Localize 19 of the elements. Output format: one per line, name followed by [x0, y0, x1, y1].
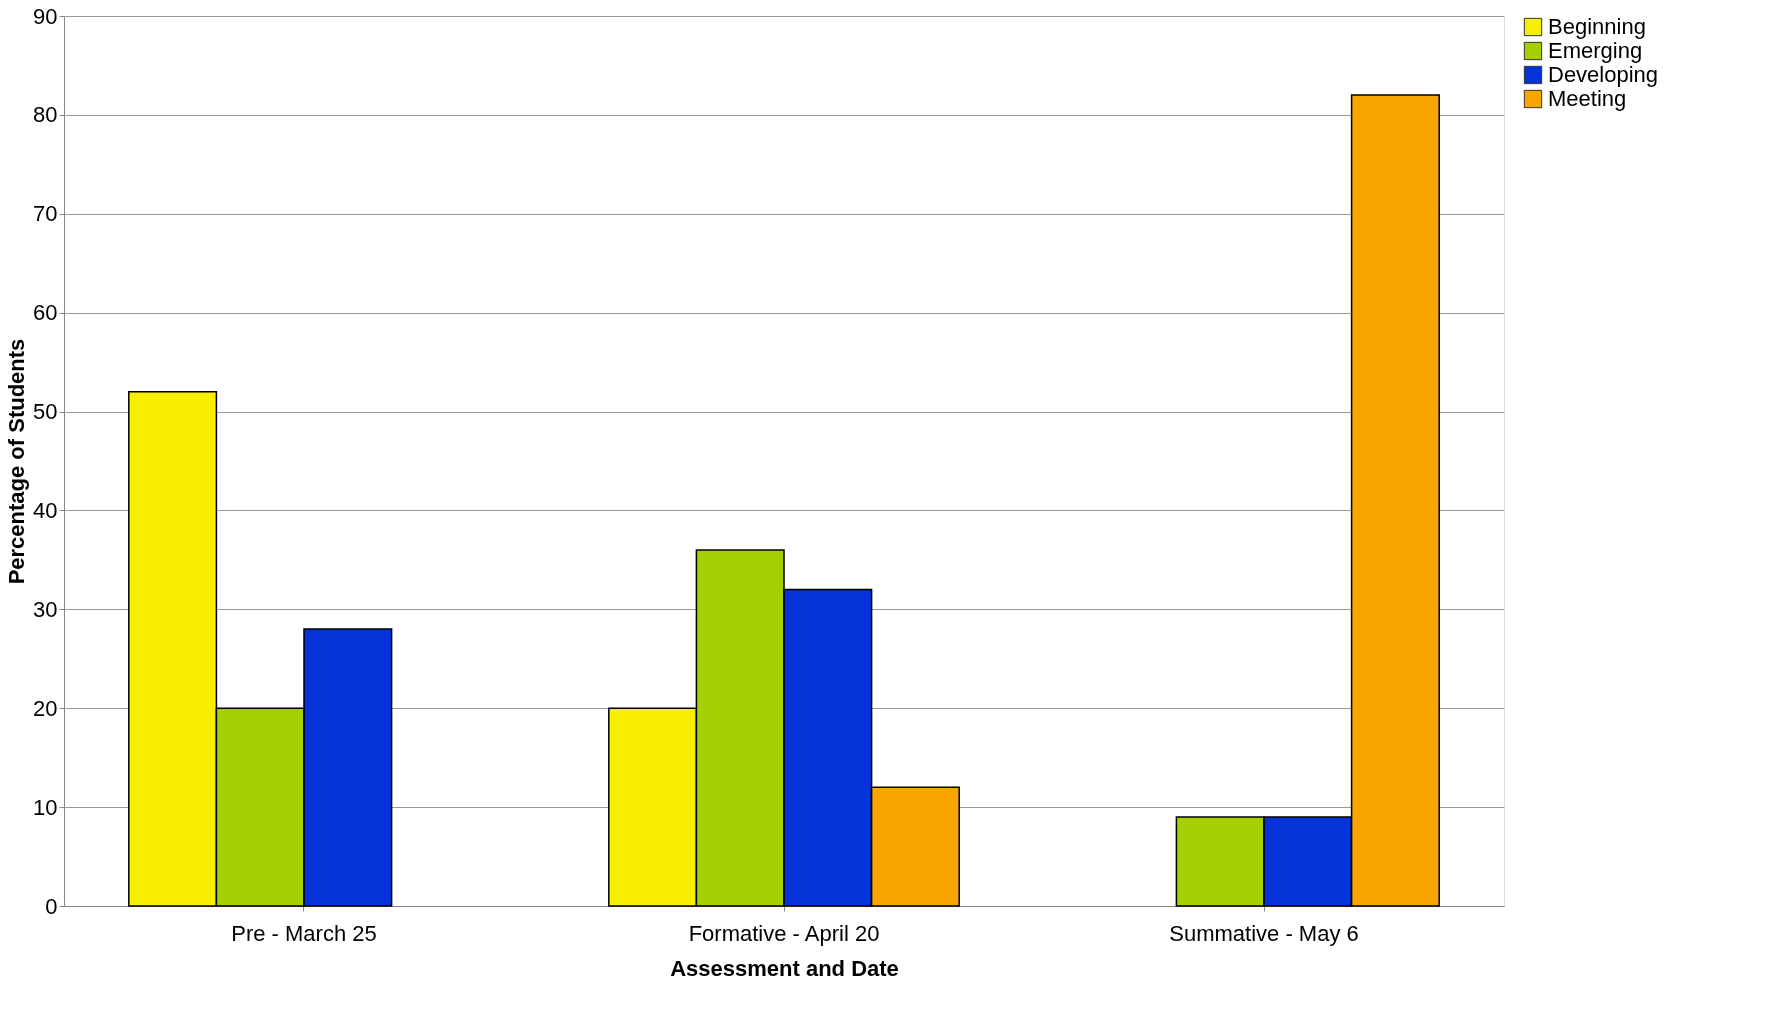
legend-label: Meeting: [1548, 86, 1627, 111]
y-tick-label: 20: [33, 695, 58, 721]
y-tick-label: 80: [33, 102, 58, 128]
y-tick-label: 70: [33, 201, 58, 227]
legend-label: Beginning: [1548, 14, 1646, 39]
y-tick-label: 30: [33, 596, 58, 622]
legend-label: Developing: [1548, 62, 1659, 87]
y-axis-title: Percentage of Students: [4, 338, 30, 585]
y-tick-label: 10: [33, 794, 58, 820]
x-tick-label: Summative - May 6: [1169, 920, 1359, 946]
x-tick-label: Pre - March 25: [231, 920, 377, 946]
legend-label: Emerging: [1548, 38, 1643, 63]
y-tick-label: 60: [33, 300, 58, 326]
x-tick-label: Formative - April 20: [688, 920, 880, 946]
x-axis-title: Assessment and Date: [670, 955, 899, 981]
y-tick-label: 0: [45, 893, 58, 919]
y-tick-label: 50: [33, 399, 58, 425]
y-tick-label: 40: [33, 497, 58, 523]
y-tick-label: 90: [33, 3, 58, 29]
